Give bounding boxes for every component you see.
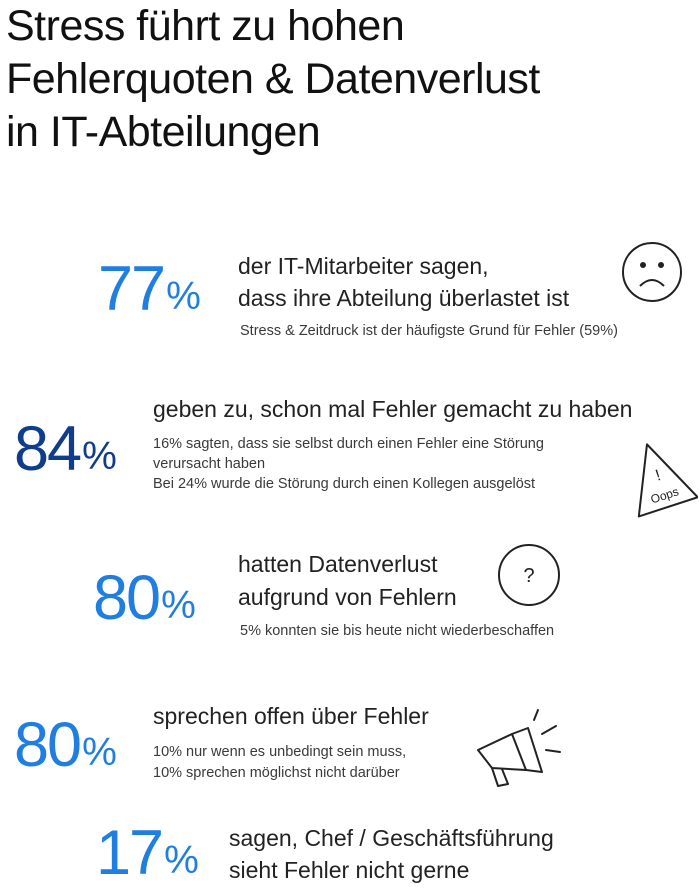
question-circle-icon: ? [498, 544, 560, 606]
megaphone-icon [477, 709, 561, 787]
stat-1-sign: % [166, 275, 201, 319]
stat-1-number: 77 [98, 254, 166, 324]
stat-3-headline-1: hatten Datenverlust [238, 551, 438, 577]
stat-1-percentage: 77% [98, 254, 201, 332]
stat-4-sign: % [82, 731, 117, 775]
stat-1-headline-1: der IT-Mitarbeiter sagen, [238, 253, 489, 279]
stat-2-percentage: 84% [14, 414, 117, 492]
stat-5-percentage: 17% [96, 818, 199, 896]
stat-1-detail-1: Stress & Zeitdruck ist der häufigste Gru… [240, 323, 618, 339]
stat-3-sign: % [161, 584, 196, 628]
stat-1-headline-2: dass ihre Abteilung überlastet ist [238, 285, 570, 311]
stat-2-detail-1: 16% sagten, dass sie selbst durch einen … [153, 436, 544, 452]
stat-4-headline-1: sprechen offen über Fehler [153, 703, 429, 729]
stat-5-sign: % [164, 839, 199, 883]
stat-2-number: 84 [14, 414, 82, 484]
stat-5-number: 17 [96, 818, 164, 888]
title-line-1: Stress führt zu hohen [6, 2, 405, 50]
stat-4-detail-2: 10% sprechen möglichst nicht darüber [153, 765, 400, 781]
sad-face-icon [622, 242, 682, 302]
stat-3-number: 80 [93, 563, 161, 633]
stat-4-percentage: 80% [14, 710, 117, 788]
stat-2-detail-2: verursacht haben [153, 456, 266, 472]
stat-2-detail-3: Bei 24% wurde die Störung durch einen Ko… [153, 476, 536, 492]
warning-triangle-icon: ! Oops [637, 443, 698, 518]
stat-2-sign: % [82, 435, 117, 479]
page-title: Stress führt zu hohen Fehlerquoten & Dat… [6, 0, 540, 159]
question-mark: ? [523, 565, 534, 587]
title-line-3: in IT-Abteilungen [6, 108, 321, 156]
warning-icon-mark: ! [654, 467, 663, 485]
stat-3-detail-1: 5% konnten sie bis heute nicht wiederbes… [240, 623, 555, 639]
oops-label: Oops [649, 484, 681, 506]
stat-4-number: 80 [14, 710, 82, 780]
stat-3-headline-2: aufgrund von Fehlern [238, 584, 457, 610]
stat-3-percentage: 80% [93, 563, 196, 641]
stat-2-headline-1: geben zu, schon mal Fehler gemacht zu ha… [153, 396, 633, 422]
stat-5-headline-2: sieht Fehler nicht gerne [229, 857, 470, 883]
stat-4-detail-1: 10% nur wenn es unbedingt sein muss, [153, 744, 407, 760]
title-line-2: Fehlerquoten & Datenverlust [6, 55, 540, 103]
stat-5-headline-1: sagen, Chef / Geschäftsführung [229, 825, 554, 851]
